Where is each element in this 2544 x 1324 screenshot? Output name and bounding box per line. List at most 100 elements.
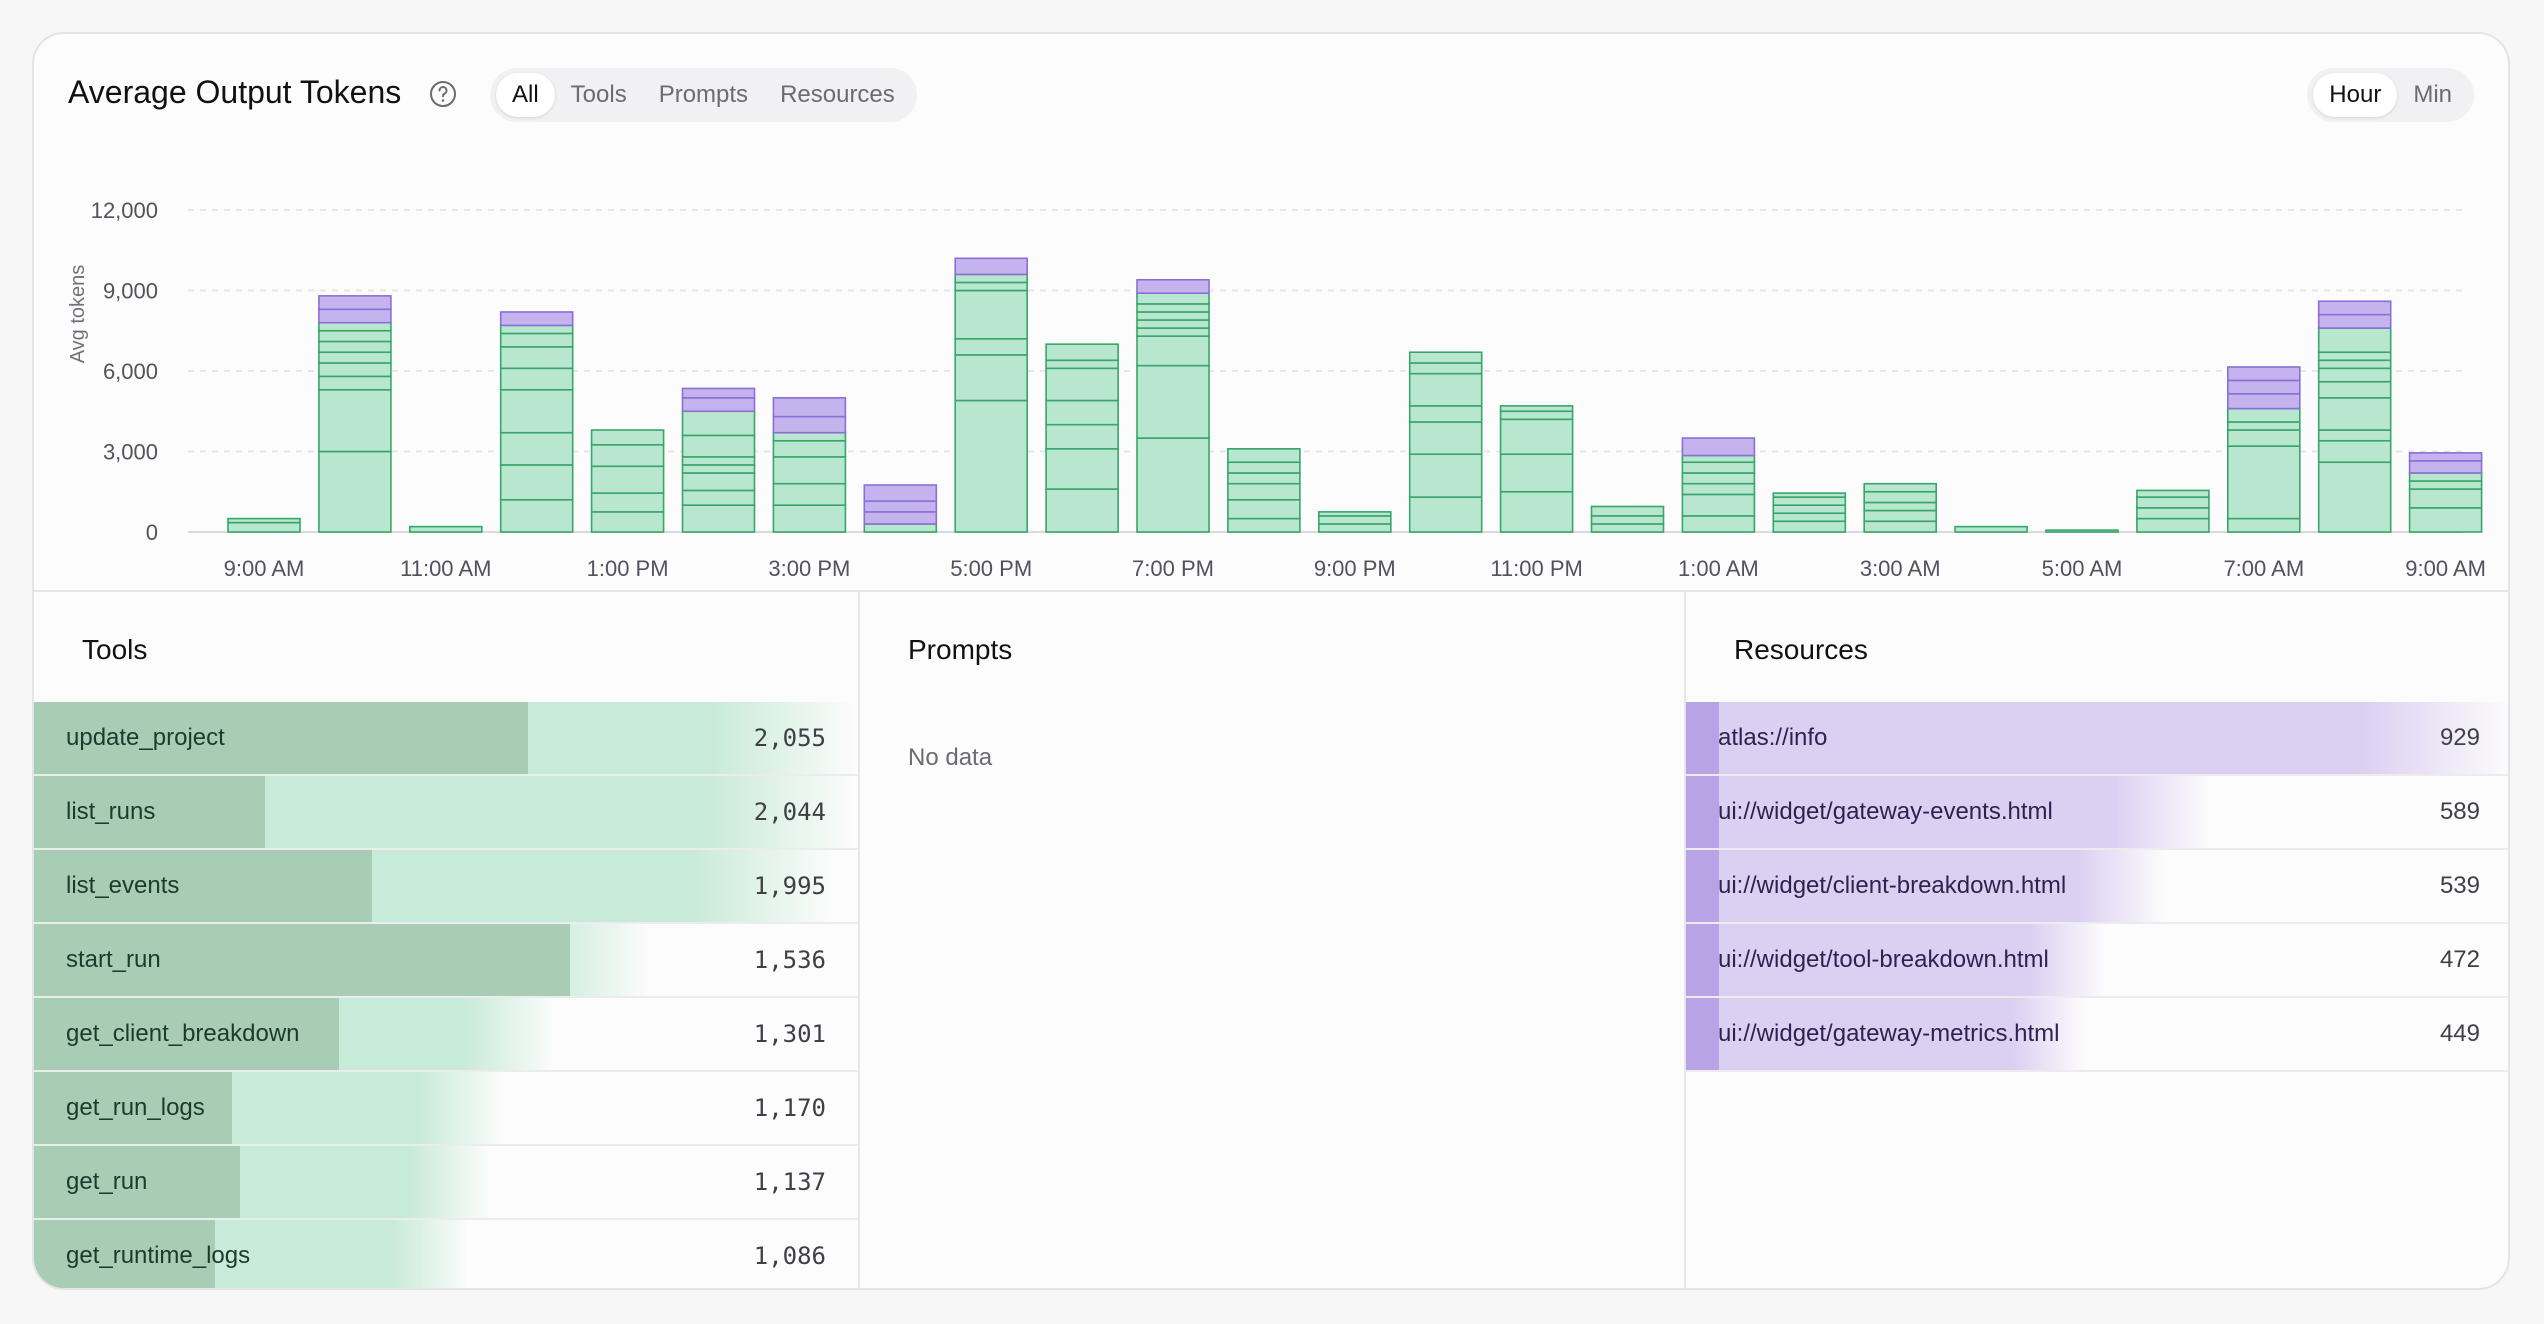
bar-segment[interactable] — [1045, 399, 1119, 426]
bar-segment[interactable] — [2136, 489, 2210, 498]
bar-segment[interactable] — [2317, 397, 2392, 431]
bar-segment[interactable] — [499, 431, 574, 466]
bar-segment[interactable] — [681, 387, 756, 399]
bar-segment[interactable] — [1136, 437, 1210, 533]
bar-segment[interactable] — [954, 273, 1029, 284]
tool-row[interactable]: list_events 1,995 — [34, 850, 858, 924]
bar-segment[interactable] — [1045, 448, 1119, 490]
bar-segment[interactable] — [1681, 515, 1756, 533]
bar-segment[interactable] — [2227, 429, 2301, 447]
bar-segment[interactable] — [2317, 313, 2392, 329]
resource-row[interactable]: ui://widget/client-breakdown.html 539 — [1686, 850, 2508, 924]
bar-segment[interactable] — [2136, 507, 2210, 520]
bar-segment[interactable] — [2408, 480, 2483, 490]
tool-row[interactable]: get_run_logs 1,170 — [34, 1072, 858, 1146]
bar-segment[interactable] — [2227, 407, 2301, 423]
filter-tab-resources[interactable]: Resources — [780, 81, 895, 108]
bar-segment[interactable] — [1681, 437, 1756, 457]
bar-segment[interactable] — [2408, 488, 2483, 509]
bar-segment[interactable] — [681, 472, 756, 492]
bar-segment[interactable] — [2317, 327, 2392, 354]
bar-segment[interactable] — [1227, 517, 1301, 533]
bar-segment[interactable] — [318, 351, 392, 364]
bar-segment[interactable] — [590, 429, 665, 446]
granularity-hour[interactable]: Hour — [2313, 73, 2398, 117]
bar-segment[interactable] — [1499, 418, 1574, 455]
bar-segment[interactable] — [2227, 379, 2301, 395]
bar-segment[interactable] — [1499, 405, 1574, 413]
bar-segment[interactable] — [772, 397, 847, 418]
bar-segment[interactable] — [772, 504, 847, 533]
bar-segment[interactable] — [2136, 496, 2210, 509]
bar-segment[interactable] — [1863, 490, 1937, 504]
bar-segment[interactable] — [772, 415, 847, 434]
bar-segment[interactable] — [2317, 351, 2392, 362]
bar-segment[interactable] — [1863, 509, 1937, 523]
bar-segment[interactable] — [318, 450, 392, 533]
bar-segment[interactable] — [1136, 311, 1210, 321]
bar-segment[interactable] — [1136, 319, 1210, 329]
bar-segment[interactable] — [1318, 515, 1392, 525]
bar-segment[interactable] — [2408, 460, 2483, 474]
bar-segment[interactable] — [1499, 410, 1574, 421]
bar-segment[interactable] — [1681, 454, 1756, 464]
bar-segment[interactable] — [1408, 372, 1483, 407]
bar-segment[interactable] — [1408, 351, 1483, 364]
bar-segment[interactable] — [2227, 366, 2301, 382]
bar-segment[interactable] — [1136, 327, 1210, 337]
bar-segment[interactable] — [681, 434, 756, 458]
bar-segment[interactable] — [1863, 482, 1937, 493]
bar-segment[interactable] — [499, 324, 574, 335]
filter-tab-tools[interactable]: Tools — [570, 81, 627, 108]
bar-segment[interactable] — [1681, 482, 1756, 496]
bar-segment[interactable] — [1681, 493, 1756, 517]
bar-segment[interactable] — [499, 464, 574, 501]
tool-row[interactable]: get_run 1,137 — [34, 1146, 858, 1220]
tool-row[interactable]: update_project 2,055 — [34, 702, 858, 776]
bar-segment[interactable] — [499, 367, 574, 391]
bar-segment[interactable] — [1772, 492, 1847, 498]
bar-segment[interactable] — [954, 354, 1029, 402]
bar-segment[interactable] — [590, 465, 665, 494]
bar-segment[interactable] — [2408, 472, 2483, 482]
bar-segment[interactable] — [1136, 278, 1210, 294]
bar-segment[interactable] — [1227, 461, 1301, 474]
tool-row[interactable]: get_runtime_logs 1,086 — [34, 1220, 858, 1288]
bar-segment[interactable] — [1681, 472, 1756, 485]
bar-segment[interactable] — [318, 295, 392, 311]
bar-segment[interactable] — [1045, 343, 1119, 362]
bar-segment[interactable] — [1954, 525, 2028, 533]
bar-segment[interactable] — [590, 492, 665, 513]
resource-row[interactable]: ui://widget/gateway-events.html 589 — [1686, 776, 2508, 850]
bar-segment[interactable] — [318, 329, 392, 343]
tool-row[interactable]: list_runs 2,044 — [34, 776, 858, 850]
bar-segment[interactable] — [954, 281, 1029, 292]
bar-segment[interactable] — [318, 321, 392, 332]
bar-segment[interactable] — [227, 521, 301, 533]
bar-segment[interactable] — [1863, 520, 1937, 533]
bar-segment[interactable] — [2136, 517, 2210, 533]
bar-segment[interactable] — [1590, 515, 1665, 525]
bar-segment[interactable] — [318, 340, 392, 354]
bar-segment[interactable] — [2408, 452, 2483, 462]
bar-segment[interactable] — [1499, 490, 1574, 533]
bar-segment[interactable] — [863, 523, 938, 533]
bar-segment[interactable] — [863, 511, 938, 525]
bar-segment[interactable] — [2317, 461, 2392, 533]
bar-segment[interactable] — [863, 500, 938, 513]
bar-segment[interactable] — [772, 482, 847, 506]
bar-segment[interactable] — [2317, 439, 2392, 464]
bar-segment[interactable] — [1045, 488, 1119, 533]
bar-segment[interactable] — [318, 362, 392, 378]
resource-row[interactable]: atlas://info 929 — [1686, 702, 2508, 776]
bar-segment[interactable] — [2317, 300, 2392, 316]
bar-segment[interactable] — [2408, 507, 2483, 533]
bar-segment[interactable] — [1681, 461, 1756, 474]
tool-row[interactable]: get_client_breakdown 1,301 — [34, 998, 858, 1072]
bar-segment[interactable] — [1772, 520, 1847, 533]
bar-segment[interactable] — [954, 289, 1029, 340]
bar-segment[interactable] — [1408, 453, 1483, 498]
bar-segment[interactable] — [1045, 423, 1119, 450]
bar-segment[interactable] — [499, 332, 574, 348]
bar-segment[interactable] — [1590, 505, 1665, 517]
